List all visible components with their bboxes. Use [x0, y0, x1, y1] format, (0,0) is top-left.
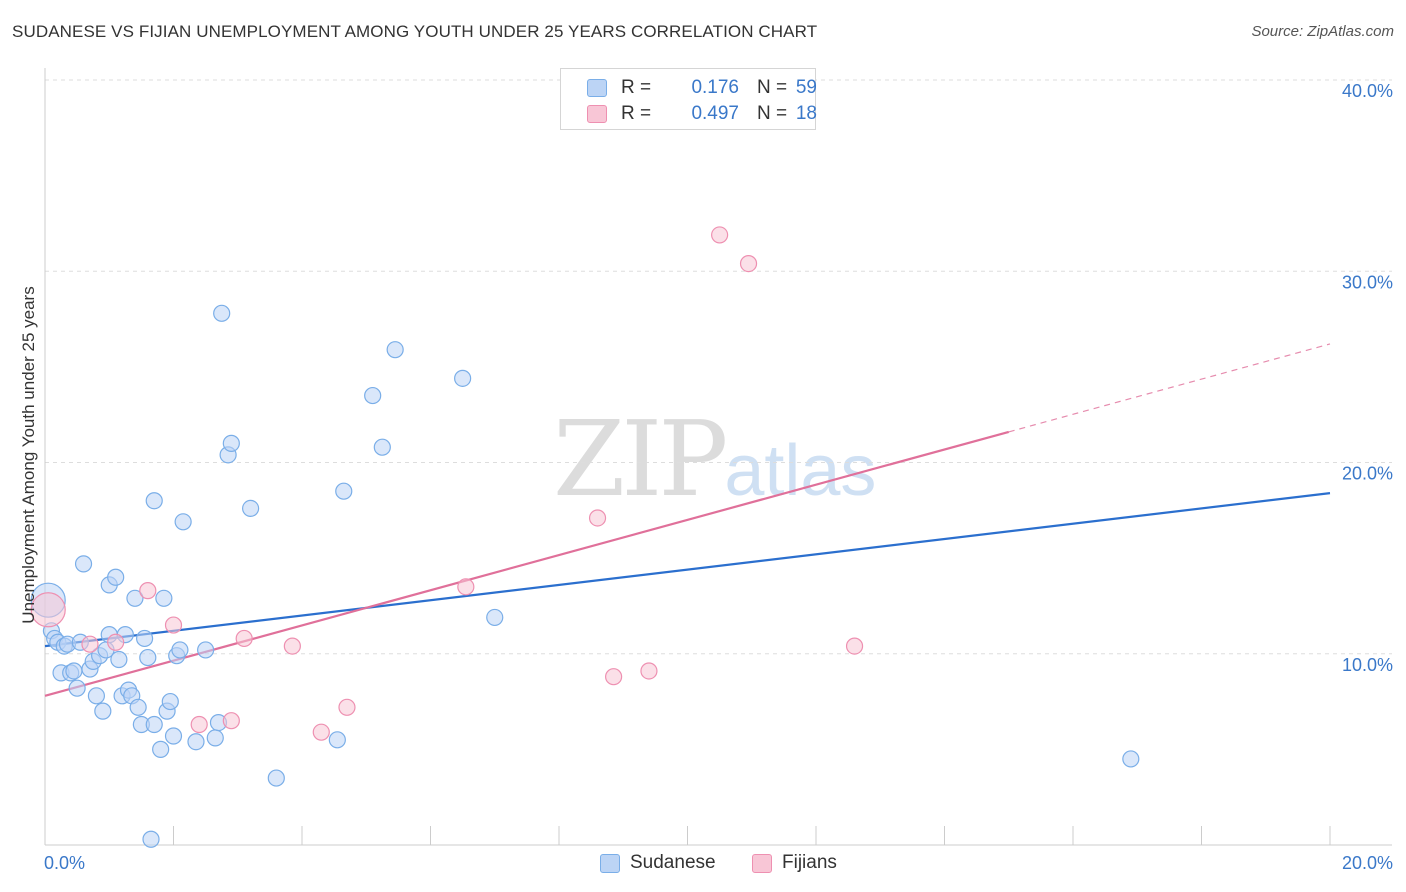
x-tick-label: 20.0%	[1342, 853, 1393, 873]
data-points	[30, 226, 1140, 848]
point-sudanese	[187, 733, 205, 751]
point-sudanese	[386, 341, 404, 359]
point-sudanese	[486, 608, 504, 627]
point-sudanese	[155, 589, 173, 607]
watermark-zip: ZIP	[553, 398, 728, 520]
point-sudanese	[242, 499, 260, 517]
point-fijians	[107, 633, 125, 651]
point-sudanese	[373, 438, 391, 456]
point-fijians	[640, 662, 658, 680]
point-sudanese	[267, 769, 285, 787]
point-sudanese	[74, 555, 93, 573]
watermark: ZIPatlas	[553, 398, 876, 520]
legend-r-value: 0.497	[691, 103, 739, 124]
trend-line-fijians-extension	[1008, 343, 1331, 433]
point-sudanese	[206, 729, 224, 747]
point-sudanese	[335, 482, 353, 500]
legend-r-label: R =	[621, 103, 652, 124]
point-fijians	[338, 698, 356, 716]
legend-n-label: N =	[757, 77, 788, 98]
y-axis-label: Unemployment Among Youth under 25 years	[19, 286, 38, 623]
point-sudanese	[161, 692, 179, 711]
point-sudanese	[145, 492, 163, 510]
point-sudanese	[142, 830, 160, 848]
point-fijians	[190, 715, 208, 734]
point-fijians	[457, 578, 475, 596]
trend-line-sudanese	[44, 492, 1331, 648]
point-sudanese	[87, 687, 106, 705]
grid-lines	[45, 79, 1392, 655]
point-fijians	[605, 668, 623, 686]
x-tick-label: 0.0%	[44, 853, 85, 873]
point-sudanese	[145, 715, 163, 734]
point-sudanese	[164, 727, 183, 745]
point-fijians	[312, 723, 330, 741]
trend-line-fijians	[44, 430, 1010, 697]
source-label: Source: ZipAtlas.com	[1251, 23, 1394, 40]
chart-title: SUDANESE VS FIJIAN UNEMPLOYMENT AMONG YO…	[12, 22, 818, 41]
legend-r-label: R =	[621, 77, 652, 98]
point-sudanese	[328, 731, 346, 749]
y-tick-label: 10.0%	[1342, 655, 1393, 675]
y-tick-label: 40.0%	[1342, 81, 1393, 101]
point-fijians	[81, 635, 99, 653]
point-sudanese	[222, 434, 240, 452]
point-sudanese	[135, 629, 154, 648]
point-sudanese	[174, 513, 192, 531]
point-sudanese	[171, 641, 189, 659]
point-sudanese	[107, 568, 125, 586]
point-sudanese	[152, 740, 170, 758]
legend-r-value: 0.176	[691, 77, 739, 98]
legend-swatch-sudanese	[600, 854, 620, 873]
point-fijians	[30, 592, 66, 628]
point-sudanese	[213, 304, 231, 322]
watermark-atlas: atlas	[724, 431, 877, 511]
legend-n-value: 18	[795, 103, 817, 124]
point-sudanese	[1122, 750, 1140, 768]
y-tick-label: 30.0%	[1342, 272, 1393, 292]
axes	[44, 68, 1392, 846]
legend-swatch-fijians	[587, 105, 607, 123]
point-fijians	[739, 255, 758, 273]
point-sudanese	[139, 648, 157, 667]
legend-swatch-sudanese	[587, 79, 607, 97]
legend-swatch-fijians	[752, 854, 772, 873]
point-fijians	[711, 226, 729, 244]
legend-n-label: N =	[757, 103, 788, 124]
point-sudanese	[68, 679, 86, 697]
correlation-legend: R = 0.176 N = 59 R = 0.497 N = 18	[560, 68, 817, 130]
point-sudanese	[65, 662, 83, 680]
point-sudanese	[454, 369, 472, 387]
point-fijians	[845, 637, 864, 655]
point-fijians	[588, 509, 607, 527]
tick-labels: 10.0% 20.0% 30.0% 40.0% 0.0% 20.0% Unemploymen…	[19, 81, 1393, 873]
point-fijians	[283, 637, 301, 655]
point-sudanese	[129, 698, 147, 716]
point-fijians	[235, 629, 253, 648]
point-fijians	[222, 712, 240, 730]
y-tick-label: 20.0%	[1342, 464, 1393, 484]
point-fijians	[164, 616, 183, 634]
point-sudanese	[110, 650, 128, 669]
point-fijians	[139, 582, 157, 600]
point-sudanese	[364, 386, 382, 405]
legend-label-fijians: Fijians	[782, 852, 837, 873]
legend-label-sudanese: Sudanese	[630, 852, 716, 873]
point-sudanese	[94, 702, 112, 720]
legend-n-value: 59	[795, 77, 817, 98]
point-sudanese	[126, 589, 144, 607]
point-sudanese	[197, 641, 215, 659]
